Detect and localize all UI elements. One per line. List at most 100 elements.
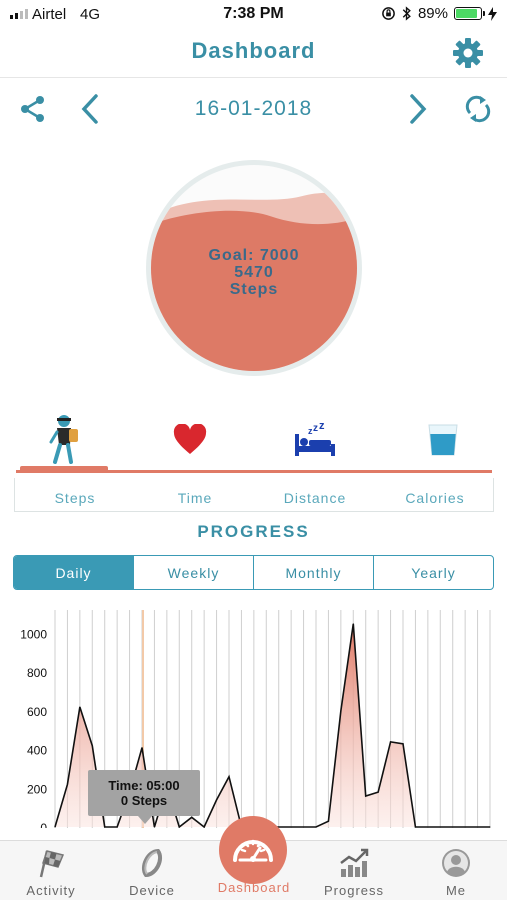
data-point <box>489 826 491 828</box>
tooltip-steps: 0 Steps <box>120 793 168 808</box>
tab-daily[interactable]: Daily <box>14 556 133 589</box>
data-point <box>327 820 329 822</box>
data-point <box>91 745 93 747</box>
carrier-name: Airtel <box>32 6 67 23</box>
tab-yearly[interactable]: Yearly <box>373 556 493 589</box>
data-point <box>191 816 193 818</box>
nav-label-dashboard[interactable]: Dashboard <box>217 880 291 895</box>
nav-label-device: Device <box>129 883 175 898</box>
bluetooth-icon <box>402 6 411 21</box>
orientation-lock-icon <box>382 7 395 20</box>
y-tick-label: 1000 <box>20 628 47 642</box>
y-tick-label: 600 <box>27 705 47 719</box>
steps-unit: Steps <box>229 281 279 298</box>
nav-activity[interactable]: Activity <box>6 847 96 900</box>
sleep-bed-icon: z z z <box>295 422 335 456</box>
page-title: Dashboard <box>191 38 316 63</box>
heart-icon <box>173 424 207 454</box>
walking-person-icon <box>49 415 78 464</box>
data-point <box>203 826 205 828</box>
gear-icon[interactable] <box>451 36 485 70</box>
chevron-left-icon[interactable] <box>74 92 108 126</box>
data-point <box>178 826 180 828</box>
y-tick-label: 0 <box>40 821 47 828</box>
app-header: Dashboard <box>0 30 507 78</box>
nav-me[interactable]: Me <box>411 847 501 900</box>
checkered-flag-icon <box>39 850 65 878</box>
selected-indicator <box>20 466 108 472</box>
speedometer-icon <box>233 839 273 862</box>
data-point <box>153 826 155 828</box>
metric-selector: z z z <box>0 410 507 474</box>
metric-label-distance: Distance <box>283 490 347 506</box>
nav-label-progress: Progress <box>323 883 385 898</box>
metric-label-steps: Steps <box>54 490 96 506</box>
y-tick-label: 400 <box>27 744 47 758</box>
data-point <box>402 743 404 745</box>
nav-dashboard[interactable] <box>219 816 287 884</box>
charging-bolt-icon <box>488 6 497 21</box>
band-icon <box>141 848 163 878</box>
clock: 7:38 PM <box>223 5 284 22</box>
metric-time[interactable] <box>130 410 250 470</box>
period-tabs: Daily Weekly Monthly Yearly <box>13 555 494 590</box>
data-point <box>477 826 479 828</box>
goal-text: Goal: 7000 5470 Steps <box>151 247 357 298</box>
metric-label-calories: Calories <box>405 490 465 506</box>
tab-weekly[interactable]: Weekly <box>133 556 253 589</box>
metric-calories[interactable] <box>383 410 503 470</box>
nav-device[interactable]: Device <box>107 847 197 900</box>
steps-chart[interactable]: 1000 800 600 400 200 0 <box>0 600 507 828</box>
data-point <box>315 826 317 828</box>
nav-label-me: Me <box>445 883 467 898</box>
data-point <box>228 776 230 778</box>
chart-tooltip: Time: 05:00 0 Steps <box>88 770 200 824</box>
data-point <box>66 783 68 785</box>
nav-progress[interactable]: Progress <box>309 847 399 900</box>
data-point <box>54 826 56 828</box>
svg-text:z: z <box>319 422 325 432</box>
data-point <box>427 826 429 828</box>
svg-text:z: z <box>313 423 318 434</box>
y-tick-label: 800 <box>27 666 47 680</box>
data-point <box>352 623 354 625</box>
water-glass-icon <box>428 424 458 456</box>
share-icon[interactable] <box>16 92 50 126</box>
goal-label: Goal: 7000 <box>208 247 300 264</box>
status-bar: Airtel 4G 7:38 PM 89% <box>0 0 507 30</box>
steps-value: 5470 <box>234 264 274 281</box>
step-goal-gauge: Goal: 7000 5470 Steps <box>146 160 362 376</box>
metric-distance[interactable]: z z z <box>255 410 375 470</box>
data-point <box>452 826 454 828</box>
data-point <box>290 826 292 828</box>
metric-steps[interactable] <box>4 410 124 470</box>
chevron-right-icon[interactable] <box>400 92 434 126</box>
tooltip-time: Time: 05:00 <box>108 778 180 793</box>
progress-heading: PROGRESS <box>197 522 310 541</box>
data-point <box>104 826 106 828</box>
data-point <box>414 826 416 828</box>
signal-icon <box>10 9 28 19</box>
metric-underline <box>16 470 492 473</box>
data-point <box>141 747 143 749</box>
network-type: 4G <box>80 6 101 23</box>
data-point <box>340 710 342 712</box>
metric-label-time: Time <box>177 490 213 506</box>
data-point <box>216 799 218 801</box>
data-point <box>464 826 466 828</box>
y-tick-label: 200 <box>27 782 47 796</box>
data-point <box>377 791 379 793</box>
data-point <box>116 826 118 828</box>
gauge-fill <box>151 210 357 371</box>
metric-labels: Steps Time Distance Calories <box>14 478 494 512</box>
current-date: 16-01-2018 <box>194 97 313 120</box>
nav-label-activity: Activity <box>26 883 76 898</box>
data-point <box>79 706 81 708</box>
data-point <box>390 741 392 743</box>
trend-chart-icon <box>340 848 369 877</box>
user-icon <box>442 849 470 877</box>
sync-icon[interactable] <box>461 92 495 126</box>
status-right: 89% <box>381 5 497 22</box>
tab-monthly[interactable]: Monthly <box>253 556 373 589</box>
data-point <box>439 826 441 828</box>
